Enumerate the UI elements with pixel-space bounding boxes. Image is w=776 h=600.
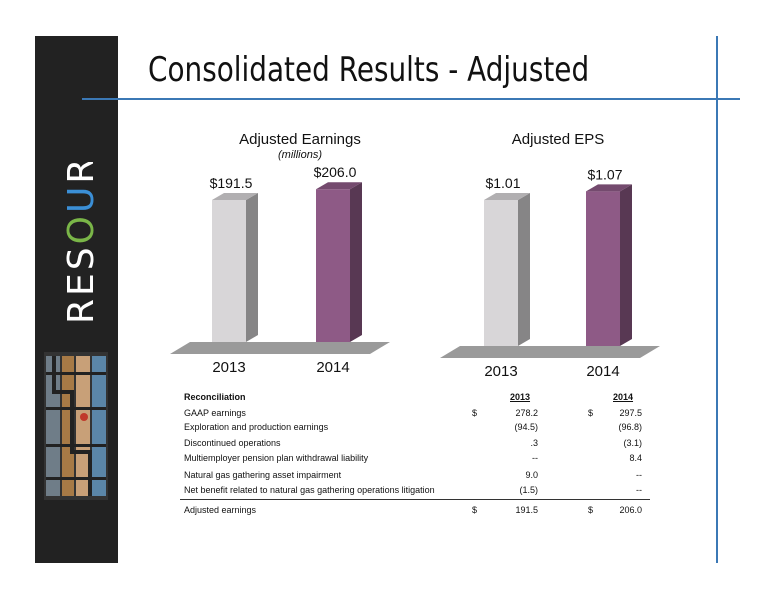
data-label: $1.01 xyxy=(485,175,520,191)
tick-label: 2013 xyxy=(484,363,517,380)
value-2013: 9.0 xyxy=(525,470,538,480)
vertical-divider xyxy=(716,36,718,563)
tick-label: 2014 xyxy=(316,359,349,376)
currency-2014: $ xyxy=(588,408,594,418)
chart-subtitle: (millions) xyxy=(278,149,322,161)
data-label: $191.5 xyxy=(210,175,253,191)
bar-front xyxy=(484,200,518,346)
value-2014: (96.8) xyxy=(618,422,642,432)
value-2014: -- xyxy=(636,470,642,480)
bar-side xyxy=(350,182,362,342)
chart-panel-1: Adjusted EPS $1.01 2013 $1.07 2014 xyxy=(440,131,660,380)
chart-floor xyxy=(170,342,390,354)
table-row: Exploration and production earnings (94.5… xyxy=(180,422,650,436)
bar-top xyxy=(212,193,258,200)
value-2014: -- xyxy=(636,485,642,495)
table-row: Discontinued operations .3 (3.1) xyxy=(180,438,650,452)
page-title: Consolidated Results - Adjusted xyxy=(148,50,590,90)
bar-front xyxy=(316,189,350,342)
data-label: $206.0 xyxy=(314,164,357,180)
bar-front xyxy=(586,191,620,346)
value-2014: (3.1) xyxy=(623,438,642,448)
total-currency-2013: $ xyxy=(472,505,478,515)
value-2013: -- xyxy=(532,453,538,463)
tick-label: 2013 xyxy=(212,359,245,376)
table-row: Natural gas gathering asset impairment 9.… xyxy=(180,470,650,484)
bar-2013 xyxy=(212,193,258,342)
brand-letter: R xyxy=(61,162,100,184)
bar-top xyxy=(484,193,530,200)
brand-letter: E xyxy=(61,270,100,296)
brand-letter: U xyxy=(61,184,100,213)
bar-side xyxy=(620,184,632,346)
bar-top xyxy=(586,184,632,192)
bar-side xyxy=(246,193,258,342)
currency-2013: $ xyxy=(472,408,478,418)
value-2013: (1.5) xyxy=(519,485,538,495)
bar-side xyxy=(518,193,530,346)
brand-letter: O xyxy=(61,213,100,244)
title-divider xyxy=(82,98,740,100)
chart-title: Adjusted Earnings xyxy=(239,131,361,148)
results-charts: Adjusted Earnings(millions) $191.5 2013 $20… xyxy=(170,131,660,380)
bar-front xyxy=(212,200,246,342)
value-2013: .3 xyxy=(530,438,538,448)
row-label: Natural gas gathering asset impairment xyxy=(184,470,342,480)
row-label: GAAP earnings xyxy=(184,408,246,418)
brand-logo xyxy=(44,352,108,500)
total-value-2013: 191.5 xyxy=(515,505,538,515)
table-row: Multiemployer pension plan withdrawal li… xyxy=(180,453,650,467)
table-header-row: Reconciliation 2013 2014 xyxy=(180,392,650,406)
chart-floor xyxy=(440,346,660,358)
column-header-2014: 2014 xyxy=(613,392,634,402)
row-label: Net benefit related to natural gas gathe… xyxy=(184,485,435,495)
tick-label: 2014 xyxy=(586,363,619,380)
row-label: Multiemployer pension plan withdrawal li… xyxy=(184,453,369,463)
total-row: Adjusted earnings $ 191.5 $ 206.0 xyxy=(180,505,650,519)
column-header-2013: 2013 xyxy=(510,392,531,402)
chart-panel-0: Adjusted Earnings(millions) $191.5 2013 $20… xyxy=(170,131,390,376)
total-label: Adjusted earnings xyxy=(184,505,257,515)
table-row: Net benefit related to natural gas gathe… xyxy=(180,485,650,499)
total-currency-2014: $ xyxy=(588,505,594,515)
chart-title: Adjusted EPS xyxy=(512,131,605,148)
total-rule xyxy=(180,499,650,500)
data-label: $1.07 xyxy=(587,166,622,182)
row-label: Discontinued operations xyxy=(184,438,281,448)
value-2013: (94.5) xyxy=(514,422,538,432)
brand-letter: S xyxy=(61,244,100,270)
value-2014: 8.4 xyxy=(629,453,642,463)
table-row: GAAP earnings $278.2 $297.5 xyxy=(180,408,650,422)
reconciliation-title: Reconciliation xyxy=(184,392,246,402)
value-2013: 278.2 xyxy=(515,408,538,418)
bar-2014 xyxy=(586,184,632,346)
brand-wordmark: RESOURCES xyxy=(61,162,100,324)
value-2014: 297.5 xyxy=(619,408,642,418)
total-value-2014: 206.0 xyxy=(619,505,642,515)
bar-2014 xyxy=(316,182,362,342)
bar-2013 xyxy=(484,193,530,346)
brand-word-text: RESOURCES xyxy=(61,162,100,324)
bar-top xyxy=(316,182,362,190)
brand-letter: R xyxy=(61,296,100,324)
row-label: Exploration and production earnings xyxy=(184,422,329,432)
